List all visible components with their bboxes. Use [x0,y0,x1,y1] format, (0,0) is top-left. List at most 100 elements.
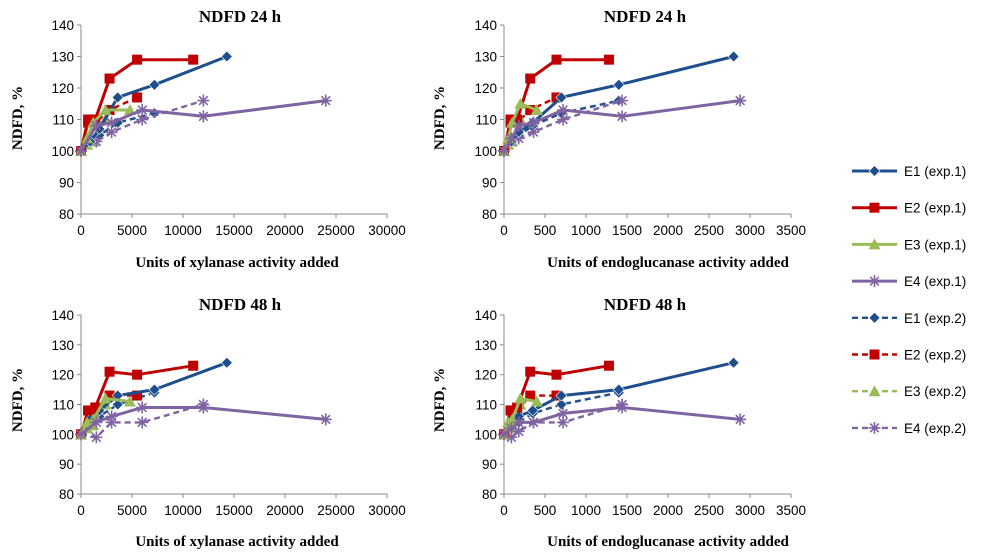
data-point [197,110,210,123]
x-tick-label: 500 [534,503,557,518]
data-point [505,114,516,125]
data-point [75,145,87,157]
legend-item: E4 (exp.1) [852,274,966,289]
data-point [506,116,519,128]
x-tick-label: 1000 [571,223,601,238]
data-point [104,366,115,377]
series-line [79,99,326,152]
series-line [80,403,204,439]
data-point [525,105,536,116]
data-point [530,104,543,116]
y-tick-label: 130 [474,338,497,353]
data-point [220,50,233,63]
chart-title: NDFD 24 h [199,7,282,26]
chart-panel: 80 90 100 110 120 130 140 0 5000 10000 15000 20000 2… [10,7,406,271]
data-point [514,97,527,109]
data-point [512,114,523,125]
data-point [525,366,536,377]
data-point [319,94,332,107]
data-point [505,132,518,145]
data-point [319,413,332,426]
data-point [148,78,161,91]
data-point [148,383,161,396]
data-point [81,416,94,428]
series-e4-exp-1 [498,401,747,441]
chart-panel: 80 90 100 110 120 130 140 0 5000 10000 15000 20000 2… [10,295,406,550]
data-point [136,416,149,429]
legend-item: E4 (exp.2) [852,421,966,436]
legend-item: E2 (exp.1) [852,201,966,216]
legend-label: E1 (exp.2) [904,311,966,326]
data-point [99,104,112,116]
y-tick-label: 80 [482,207,497,222]
legend-marker [869,349,880,360]
data-point [90,402,101,413]
data-point [75,428,87,441]
y-tick-label: 130 [51,50,74,65]
x-axis-label: Units of xylanase activity added [135,534,339,550]
data-point [111,91,124,104]
data-point [527,416,540,429]
y-axis-label: NDFD, % [10,86,26,150]
legend-marker [868,311,881,324]
x-tick-label: 5000 [117,503,147,518]
data-point [512,119,525,132]
data-point [530,395,543,407]
y-tick-label: 80 [482,487,497,502]
legend-label: E2 (exp.2) [904,348,966,363]
y-tick-label: 100 [474,427,497,442]
data-point [555,91,568,104]
y-tick-label: 140 [51,308,74,323]
x-tick-label: 10000 [164,503,202,518]
data-point [512,416,525,429]
y-axis-label: NDFD, % [432,86,448,150]
data-point [616,94,629,107]
y-tick-label: 90 [59,176,74,191]
data-point [83,114,94,125]
y-tick-label: 140 [51,18,74,33]
x-tick-label: 0 [500,503,508,518]
x-tick-label: 0 [77,223,85,238]
legend-marker [868,165,881,177]
y-tick-label: 90 [59,457,74,472]
legend-marker [868,385,881,397]
data-point [557,104,570,117]
legend-item: E1 (exp.1) [852,164,966,179]
x-tick-label: 1500 [612,223,642,238]
x-tick-label: 2500 [694,503,724,518]
data-point [136,401,149,414]
data-point [148,107,161,120]
data-point [505,422,518,435]
data-point [104,73,115,84]
y-tick-label: 140 [474,308,497,323]
data-point [99,392,112,404]
data-point [527,116,540,129]
data-point [727,356,740,369]
x-tick-label: 20000 [266,503,304,518]
data-point [188,54,199,65]
x-tick-label: 1500 [612,503,642,518]
legend-item: E1 (exp.2) [852,311,966,326]
data-point [132,369,143,380]
legend-item: E3 (exp.1) [852,237,966,252]
series-line [502,99,741,152]
x-tick-label: 5000 [117,223,147,238]
data-point [90,119,103,132]
y-tick-label: 130 [51,338,74,353]
data-point [498,145,510,157]
data-point [734,94,747,107]
x-tick-label: 0 [500,223,508,238]
x-tick-label: 2000 [653,503,683,518]
data-point [90,431,103,444]
data-point [197,94,210,107]
legend: E1 (exp.1) E2 (exp.1) E3 (exp.1) E4 (exp.1)… [852,164,966,436]
data-point [603,54,614,65]
legend-label: E4 (exp.1) [904,274,966,289]
data-point [132,390,143,401]
data-point [514,392,527,404]
data-point [83,405,94,416]
y-tick-label: 100 [51,144,74,159]
data-point [136,104,149,117]
data-point [616,110,629,123]
